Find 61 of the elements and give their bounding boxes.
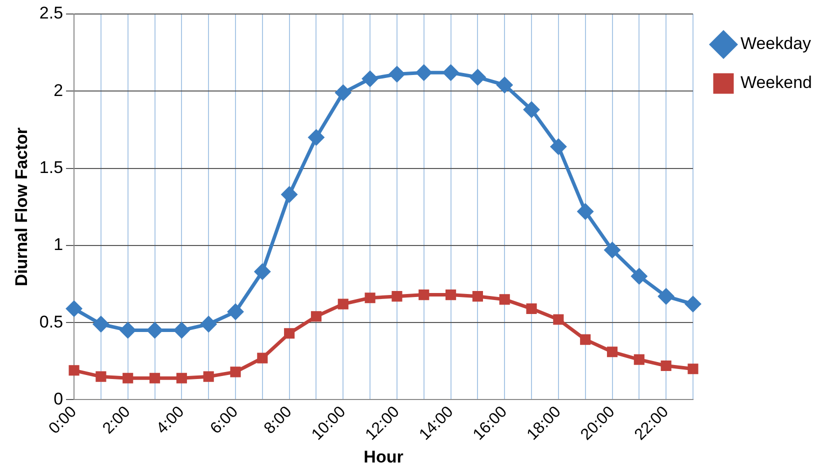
- y-tick-label: 0.5: [39, 312, 64, 332]
- point: [606, 346, 618, 358]
- point: [472, 291, 483, 302]
- point: [338, 298, 348, 310]
- point: [174, 322, 190, 338]
- point: [553, 314, 564, 325]
- point: [634, 354, 644, 365]
- point: [254, 264, 270, 280]
- point: [93, 316, 109, 332]
- point: [120, 322, 136, 338]
- point: [524, 102, 540, 118]
- point: [631, 268, 647, 284]
- point: [578, 204, 594, 220]
- point: [310, 311, 322, 322]
- point: [389, 66, 405, 82]
- y-tick-label: 0: [54, 389, 64, 408]
- point: [230, 366, 241, 378]
- point: [200, 316, 216, 332]
- point: [496, 77, 512, 93]
- point: [96, 371, 106, 382]
- point: [68, 365, 80, 376]
- point: [580, 334, 591, 345]
- point: [416, 64, 432, 80]
- point: [446, 290, 456, 300]
- point: [308, 130, 324, 146]
- point: [147, 322, 163, 338]
- y-axis-title: Diurnal Flow Factor: [12, 127, 31, 286]
- point: [257, 352, 268, 364]
- point: [176, 372, 187, 384]
- x-tick-label: 8:00: [261, 403, 296, 438]
- point: [282, 186, 298, 202]
- point: [526, 303, 537, 314]
- point: [499, 294, 510, 305]
- y-tick-label: 1: [54, 235, 64, 254]
- point: [604, 242, 620, 258]
- y-tick-label: 2: [54, 80, 64, 100]
- point: [335, 84, 351, 100]
- y-tick-label: 2.5: [39, 4, 64, 23]
- point: [364, 292, 376, 304]
- point: [550, 138, 566, 154]
- point: [685, 296, 701, 312]
- point: [658, 288, 674, 304]
- point: [443, 64, 459, 80]
- point: [66, 300, 82, 316]
- legend-label: Weekday: [740, 34, 812, 54]
- point: [688, 364, 698, 374]
- point: [418, 290, 430, 300]
- point: [362, 71, 378, 87]
- point: [122, 372, 134, 384]
- point: [203, 371, 214, 382]
- legend-label: Weekend: [740, 73, 812, 92]
- point: [149, 372, 160, 384]
- x-tick-label: 6:00: [207, 403, 242, 438]
- x-axis-title: Hour: [364, 447, 404, 466]
- point: [392, 291, 402, 302]
- y-tick-label: 1.5: [39, 158, 64, 177]
- point: [660, 360, 672, 372]
- point: [284, 328, 295, 339]
- point: [470, 70, 486, 86]
- point: [228, 304, 244, 320]
- x-tick-label: 4:00: [154, 403, 188, 438]
